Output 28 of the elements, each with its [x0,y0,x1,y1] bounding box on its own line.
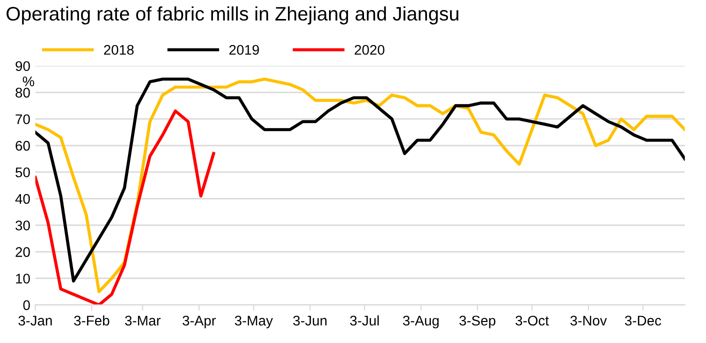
y-tick-label: 30 [16,220,30,230]
x-tick-label: 3-Jun [293,316,326,326]
x-tick-label: 3-Aug [403,316,439,328]
x-tick-label: 3-Jul [350,315,379,326]
chart-title: Operating rate of fabric mills in Zhejiang and Jiangsu [6,6,458,24]
line-series [35,109,216,305]
y-tick-label: 40 [15,194,30,204]
legend-label: 2018 [104,44,134,55]
y-tick-label: 10 [16,274,30,284]
y-tick-label: 0 [23,300,30,310]
legend-label: 2019 [229,44,259,55]
y-tick-label: 60 [16,140,30,151]
x-tick-label: 3-Sep [459,316,496,328]
y-axis-title: % [22,76,34,86]
x-tick-label: 3-May [234,316,273,328]
y-tick-label: 80 [16,88,30,98]
x-tick-label: 3-Feb [74,315,110,326]
x-tick-label: 3-Mar [125,316,161,326]
y-tick-label: 50 [16,167,30,178]
x-tick-label: 3-Dec [624,316,662,326]
x-tick-label: 3-Apr [182,316,216,328]
x-tick-label: 3-Jan [18,316,52,326]
legend-label: 2020 [354,44,384,55]
y-tick-label: 20 [16,247,30,257]
y-tick-label: 70 [16,114,30,124]
x-tick-label: 3-Nov [570,316,607,326]
x-tick-label: 3-Oct [516,316,549,326]
y-tick-label: 90 [16,61,30,72]
